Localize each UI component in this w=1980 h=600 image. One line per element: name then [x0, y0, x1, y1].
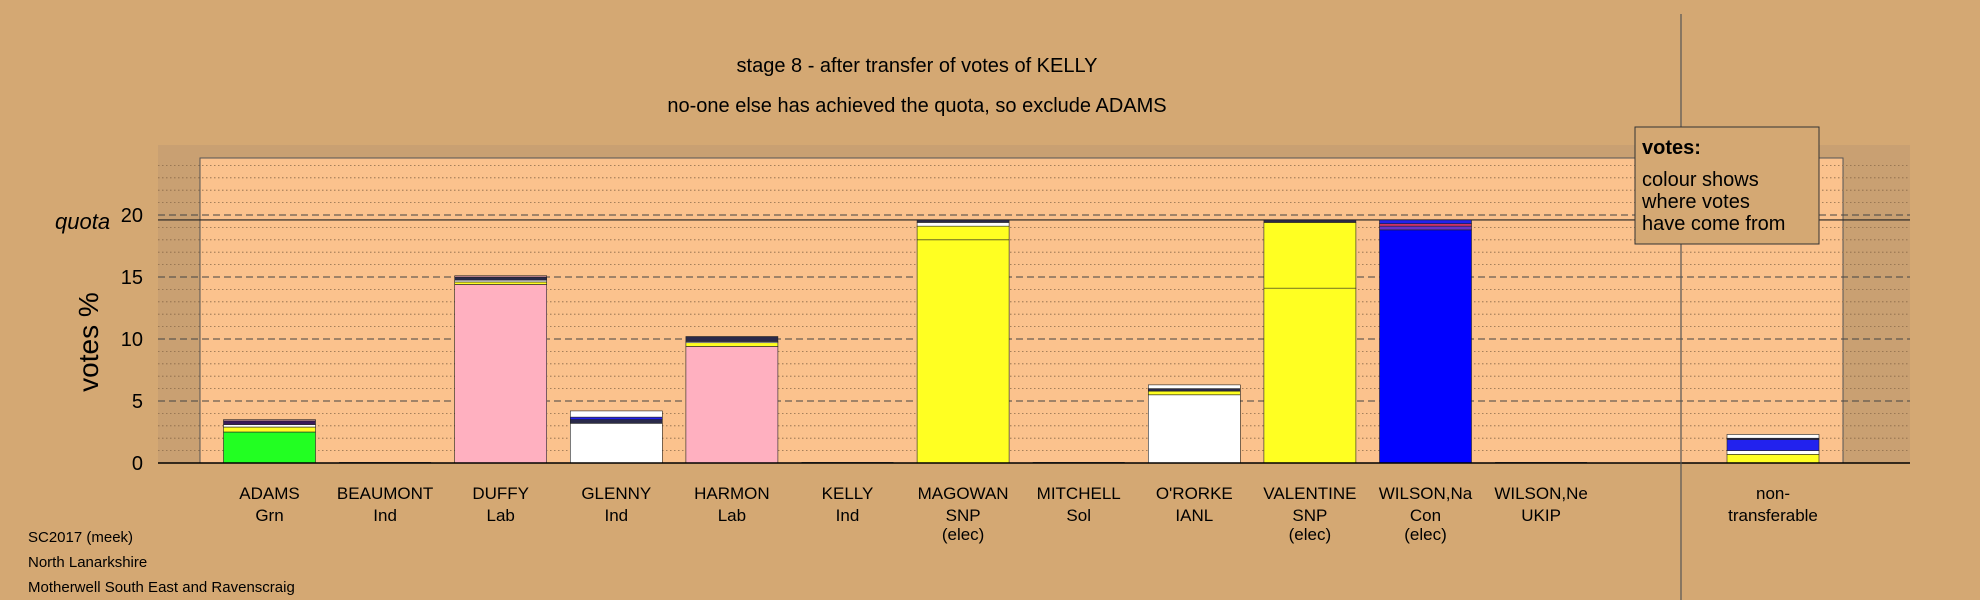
bar-segment-duffy-3	[454, 276, 548, 281]
candidate-party-duffy: Lab	[487, 506, 515, 525]
bar-segment-non-transferable-4	[1726, 434, 1820, 439]
y-axis: 0 5 10 15 20	[121, 205, 1910, 475]
bar-segment-o-rorke-2	[1148, 388, 1241, 392]
candidate-status-wilson-na: (elec)	[1404, 525, 1447, 544]
bar-segment-non-transferable-1	[1726, 450, 1820, 455]
bar-segment-adams-2	[223, 424, 316, 428]
footer-line-1: SC2017 (meek)	[28, 529, 133, 546]
candidate-name-adams: ADAMS	[239, 484, 299, 503]
bar-segment-duffy-0	[454, 284, 548, 464]
bar-segment-magowan-1	[916, 225, 1010, 241]
bar-segment-magowan-3	[916, 219, 1010, 223]
chart-title: stage 8 - after transfer of votes of KEL…	[737, 55, 1098, 77]
candidate-name-harmon: HARMON	[694, 484, 770, 503]
y-tick-label: 20	[121, 205, 143, 227]
bar-segment-wilson-na-3	[1379, 219, 1472, 224]
bar-segment-glenny-1	[569, 419, 663, 424]
y-tick-label: 5	[132, 391, 143, 413]
bar-segment-o-rorke-1	[1148, 390, 1241, 396]
legend-box	[1634, 126, 1820, 245]
candidate-name-mitchell: MITCHELL	[1037, 484, 1121, 503]
candidate-party-valentine: SNP	[1292, 506, 1327, 525]
candidate-party-wilson-ne: UKIP	[1521, 506, 1561, 525]
footer-line-2: North Lanarkshire	[28, 554, 147, 571]
quota-label: quota	[55, 209, 110, 234]
candidate-party-glenny: Ind	[604, 506, 628, 525]
bar-segment-harmon-0	[685, 346, 779, 464]
bar-segment-adams-3	[223, 420, 316, 425]
footer-line-3: Motherwell South East and Ravenscraig	[28, 579, 295, 596]
candidate-party-magowan: SNP	[946, 506, 981, 525]
bar-segment-magowan-0	[916, 239, 1010, 464]
bar-segment-o-rorke-3	[1148, 384, 1241, 389]
bar-segment-valentine-2	[1263, 219, 1357, 223]
candidate-party-kelly: Ind	[836, 506, 860, 525]
candidate-party-mitchell: Sol	[1066, 506, 1091, 525]
bar-segment-glenny-2	[569, 416, 663, 420]
candidate-status-valentine: (elec)	[1289, 525, 1332, 544]
candidate-name-duffy: DUFFY	[472, 484, 529, 503]
bar-segment-glenny-0	[569, 423, 663, 464]
candidate-party-adams: Grn	[255, 506, 283, 525]
candidate-name-kelly: KELLY	[822, 484, 874, 503]
y-tick-label: 10	[121, 329, 143, 351]
non-transferable-label-1: non-	[1756, 484, 1790, 503]
bars	[223, 219, 1820, 464]
legend-line-3: have come from	[1642, 213, 1785, 235]
candidate-name-valentine: VALENTINE	[1263, 484, 1356, 503]
plot-panel	[199, 157, 1844, 464]
candidate-party-o-rorke: IANL	[1175, 506, 1213, 525]
candidate-name-o-rorke: O'RORKE	[1156, 484, 1233, 503]
legend-line-2: where votes	[1641, 191, 1750, 213]
gridlines	[158, 164, 1910, 452]
bar-segment-adams-4	[223, 419, 316, 422]
bar-segment-non-transferable-0	[1726, 454, 1820, 464]
chart-subtitle: no-one else has achieved the quota, so e…	[667, 95, 1166, 117]
candidate-party-beaumont: Ind	[373, 506, 397, 525]
bar-segment-wilson-na-0	[1379, 229, 1472, 464]
bar-segment-wilson-na-1	[1379, 225, 1472, 231]
legend-heading: votes:	[1642, 137, 1701, 159]
bar-segment-valentine-1	[1263, 222, 1357, 289]
legend: votes: colour shows where votes have com…	[1634, 126, 1820, 245]
candidate-name-glenny: GLENNY	[581, 484, 651, 503]
bar-segment-duffy-1	[454, 281, 548, 285]
y-tick-label: 15	[121, 267, 143, 289]
candidate-name-wilson-na: WILSON,Na	[1379, 484, 1473, 503]
candidate-party-wilson-na: Con	[1410, 506, 1441, 525]
bar-segment-adams-1	[223, 426, 316, 433]
bar-segment-magowan-2	[916, 222, 1010, 227]
bar-segment-glenny-3	[569, 410, 663, 418]
candidate-name-wilson-ne: WILSON,Ne	[1494, 484, 1588, 503]
bar-segment-valentine-0	[1263, 287, 1357, 464]
non-transferable-label-2: transferable	[1728, 506, 1818, 525]
candidate-name-beaumont: BEAUMONT	[337, 484, 433, 503]
bar-segment-duffy-4	[454, 275, 548, 278]
bar-segment-adams-0	[223, 431, 316, 464]
bar-segment-non-transferable-2	[1726, 439, 1820, 451]
bar-segment-o-rorke-0	[1148, 394, 1241, 464]
candidate-party-harmon: Lab	[718, 506, 746, 525]
legend-line-1: colour shows	[1642, 169, 1759, 191]
y-axis-label: votes %	[73, 292, 104, 392]
candidate-name-magowan: MAGOWAN	[918, 484, 1009, 503]
bar-segment-harmon-3	[685, 336, 779, 342]
bar-segment-wilson-na-2	[1379, 223, 1472, 227]
candidate-status-magowan: (elec)	[942, 525, 985, 544]
bar-segment-harmon-1	[685, 342, 779, 347]
y-tick-label: 0	[132, 453, 143, 475]
candidate-labels: ADAMS Grn BEAUMONT Ind DUFFY Lab GLENNY Ind HARM…	[239, 484, 1818, 544]
